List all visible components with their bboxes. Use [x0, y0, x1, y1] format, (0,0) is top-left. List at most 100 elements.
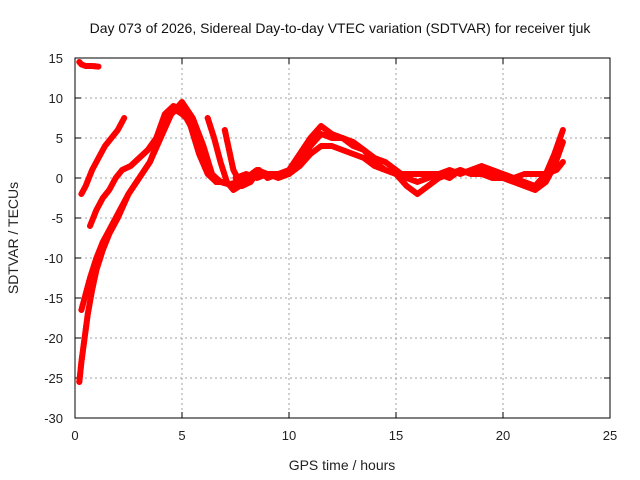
data-point — [202, 161, 209, 167]
y-tick-label: -10 — [44, 251, 63, 266]
data-point — [211, 176, 218, 183]
x-tick-label: 0 — [71, 428, 78, 443]
data-point — [120, 201, 127, 208]
data-point — [556, 136, 563, 142]
data-point — [554, 154, 561, 160]
data-point — [205, 117, 212, 124]
data-point — [417, 178, 424, 184]
series-layer — [76, 59, 566, 385]
data-point — [79, 301, 86, 308]
data-point — [223, 176, 229, 183]
data-point — [189, 125, 196, 131]
data-point — [119, 167, 126, 173]
data-point — [358, 146, 365, 152]
x-tick-label: 15 — [389, 428, 403, 443]
data-point — [208, 126, 215, 133]
data-point — [318, 131, 325, 137]
data-point — [80, 299, 87, 305]
plot-frame — [74, 57, 611, 419]
data-point — [192, 134, 199, 140]
data-point — [89, 217, 96, 224]
data-point — [336, 146, 343, 152]
data-point — [154, 139, 161, 146]
data-point — [240, 172, 247, 178]
data-point — [215, 150, 222, 156]
data-point — [155, 136, 162, 143]
data-point — [151, 147, 158, 154]
data-point — [350, 151, 357, 157]
data-point — [280, 173, 287, 179]
data-point — [334, 145, 341, 151]
data-point — [105, 233, 112, 240]
data-point — [206, 120, 213, 127]
data-point — [159, 125, 166, 132]
data-point — [358, 154, 365, 160]
data-point — [557, 161, 564, 168]
data-point — [188, 122, 195, 128]
data-point — [510, 175, 517, 181]
data-point — [162, 117, 169, 124]
data-point — [518, 182, 525, 188]
data-point — [99, 247, 106, 253]
data-point — [342, 148, 349, 154]
data-point — [214, 147, 221, 153]
data-point — [203, 164, 210, 170]
data-point — [326, 134, 333, 140]
data-point — [81, 185, 88, 192]
data-point — [218, 161, 225, 168]
data-point — [222, 173, 229, 180]
data-point — [146, 159, 153, 165]
data-point — [117, 209, 124, 216]
data-point — [220, 167, 227, 174]
data-point — [521, 183, 528, 189]
data-point — [211, 135, 218, 141]
data-point — [283, 172, 290, 178]
data-point — [103, 239, 109, 245]
data-point — [84, 285, 91, 292]
x-tick-label: 10 — [282, 428, 296, 443]
data-point — [82, 291, 89, 297]
data-point — [98, 252, 104, 259]
data-point — [518, 172, 525, 178]
data-point — [211, 138, 218, 144]
data-point — [195, 140, 202, 146]
y-tick-label: -25 — [44, 371, 63, 386]
data-point — [96, 258, 103, 265]
data-point — [390, 170, 397, 176]
data-point — [215, 153, 222, 159]
data-point — [379, 158, 386, 164]
data-point — [89, 284, 96, 291]
y-tick-label: -30 — [44, 411, 63, 426]
data-point — [526, 185, 533, 191]
data-point — [457, 167, 464, 173]
data-point — [161, 120, 168, 127]
data-point — [376, 165, 383, 171]
data-point — [387, 169, 394, 175]
y-tick-label: 0 — [56, 171, 63, 186]
x-tick-label: 25 — [603, 428, 617, 443]
data-point — [221, 170, 228, 177]
data-point — [93, 267, 100, 273]
y-tick-label: -20 — [44, 331, 63, 346]
data-point — [542, 171, 549, 177]
data-point — [87, 223, 93, 229]
data-point — [555, 151, 562, 157]
data-point — [197, 146, 204, 152]
data-point — [90, 281, 97, 288]
data-point — [204, 115, 211, 121]
data-point — [82, 293, 88, 300]
data-point — [94, 264, 101, 271]
data-point — [224, 138, 231, 145]
data-point — [244, 180, 251, 187]
x-tick-labels: 0 5 10 15 20 25 — [71, 428, 617, 443]
data-point — [352, 144, 359, 150]
data-point — [201, 158, 208, 164]
data-point — [550, 168, 557, 174]
data-point — [256, 174, 263, 180]
data-point — [216, 156, 223, 162]
data-point — [153, 142, 160, 149]
data-point — [251, 174, 258, 180]
data-point — [78, 307, 85, 313]
data-point — [124, 164, 131, 171]
data-point — [435, 171, 442, 177]
